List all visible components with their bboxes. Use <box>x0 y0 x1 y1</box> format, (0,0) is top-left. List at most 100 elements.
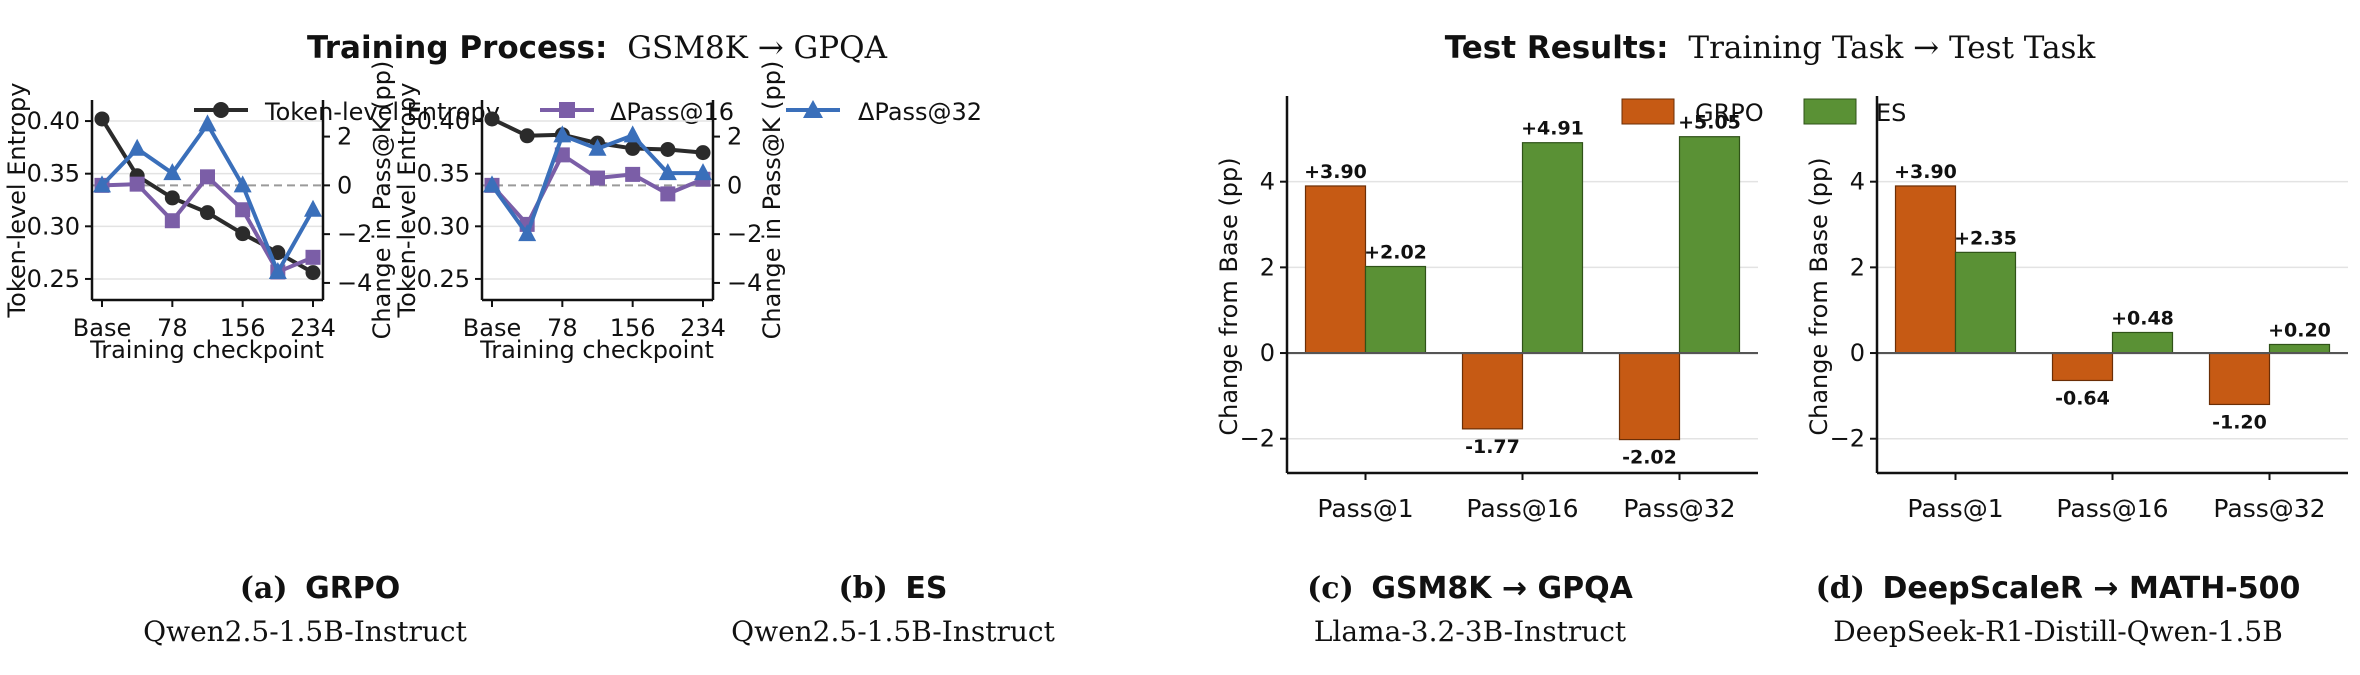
x-axis-label: Training checkpoint <box>89 336 324 364</box>
y-tick-label-right: −4 <box>337 269 372 297</box>
bar-grpo <box>1461 352 1524 430</box>
pass16-point <box>625 166 641 182</box>
panel-d-bar-chart: +3.90 -0.64 -1.20 +2.35 +0.48 +0.20 −2 0 2 4 Pass@… <box>1805 96 2348 523</box>
legend-label-pass32: ΔPass@32 <box>858 98 982 126</box>
pass32-point <box>518 224 537 242</box>
y-tick-label-left: 0.30 <box>27 212 80 240</box>
x-tick-label: 156 <box>610 314 656 342</box>
y-tick-label: 4 <box>1850 168 1865 196</box>
y-tick-label-left: 0.30 <box>417 212 470 240</box>
pass32-point <box>483 175 501 193</box>
entropy-point <box>164 190 180 206</box>
y-tick-label-left: 0.40 <box>417 107 470 135</box>
bar-value-label-grpo: +3.90 <box>1304 161 1367 183</box>
y-tick-label: 0 <box>1260 339 1275 367</box>
bar-es <box>1521 142 1584 354</box>
caption-d: (d) DeepScaleR → MATH-500 DeepSeek-R1-Di… <box>1816 571 2301 648</box>
y-tick-label-left: 0.35 <box>27 160 80 188</box>
legend-swatch-es <box>1803 98 1857 125</box>
bar-value-label-es: +5.05 <box>1678 112 1741 134</box>
x-tick-label: 234 <box>290 314 336 342</box>
x-tick-label: Base <box>463 314 521 342</box>
pass16-point <box>305 249 321 265</box>
legend-label-grpo: GRPO <box>1695 99 1764 127</box>
y-axis-label: Change from Base (pp) <box>1805 157 1833 435</box>
panel-c-bar-chart: +3.90 -1.77 -2.02 +2.02 +4.91 +5.05 −2 0 2 4 Pass@… <box>1215 96 1758 523</box>
right-legend: GRPO ES <box>1621 98 1906 127</box>
entropy-point <box>519 128 535 144</box>
entropy-point <box>305 265 321 281</box>
entropy-point <box>695 145 711 161</box>
bar-grpo <box>1618 352 1681 441</box>
x-tick-label: Pass@16 <box>2056 494 2168 523</box>
y-tick-label-right: 0 <box>727 171 742 199</box>
panel-b-es-line-chart: 0.25 0.30 0.35 0.40 −4 −2 0 2 Base 78 156 234Traini… <box>393 61 786 364</box>
bar-es <box>1954 251 2017 354</box>
caption-d-title: (d) DeepScaleR → MATH-500 <box>1816 571 2301 606</box>
pass32-point <box>198 114 217 132</box>
legend-swatch-grpo <box>1621 98 1675 125</box>
bar-value-label-es: +4.91 <box>1521 118 1584 140</box>
bar-value-label-grpo: -0.64 <box>2055 387 2110 409</box>
caption-d-model: DeepSeek-R1-Distill-Qwen-1.5B <box>1833 615 2283 648</box>
bar-es <box>1364 265 1427 354</box>
bar-value-label-es: +2.35 <box>1954 227 2017 249</box>
bar-es <box>2268 343 2331 354</box>
pass32-point <box>93 175 111 193</box>
pass16-point <box>164 213 180 229</box>
pass16-point <box>660 186 676 202</box>
pass16-point <box>129 176 145 192</box>
bar-value-label-es: +0.48 <box>2111 307 2174 329</box>
pass16-point <box>235 202 251 218</box>
x-tick-label: Pass@32 <box>1623 494 1735 523</box>
x-tick-label: 78 <box>157 314 188 342</box>
bar-grpo <box>1304 185 1367 354</box>
pass32-point <box>128 138 147 156</box>
x-tick-label: 156 <box>220 314 266 342</box>
y-axis-label: Change from Base (pp) <box>1215 157 1243 435</box>
y-tick-label-right: 0 <box>337 171 352 199</box>
y-tick-label-right: 2 <box>337 123 352 151</box>
y-tick-label-right: −4 <box>727 269 762 297</box>
bar-grpo <box>2208 352 2271 406</box>
x-tick-label: 234 <box>680 314 726 342</box>
y-tick-label-left: 0.35 <box>417 160 470 188</box>
entropy-point <box>625 140 641 156</box>
pass32-point <box>694 163 712 181</box>
pass32-point <box>553 125 572 143</box>
pass32-point <box>233 175 252 193</box>
bar-value-label-grpo: -1.77 <box>1465 436 1520 458</box>
bar-es <box>1678 136 1741 354</box>
y-axis-label-right: Change in Pass@K (pp) <box>758 61 786 340</box>
bar-value-label-grpo: -2.02 <box>1622 447 1677 469</box>
y-axis-label-left: Token-level Entropy <box>3 83 31 319</box>
pass32-point <box>588 138 607 156</box>
legend-label-es: ES <box>1876 99 1906 127</box>
y-tick-label-right: −2 <box>727 220 762 248</box>
y-tick-label: 2 <box>1850 253 1865 281</box>
bar-value-label-es: +0.20 <box>2268 319 2331 341</box>
bar-value-label-es: +2.02 <box>1364 242 1427 264</box>
caption-a-title: (a) GRPO <box>240 571 401 606</box>
pass32-point <box>623 125 642 143</box>
left-header: Training Process: GSM8K → GPQA <box>307 30 888 66</box>
pass32-point <box>304 199 322 217</box>
y-tick-label-left: 0.40 <box>27 107 80 135</box>
y-tick-label: −2 <box>1830 425 1865 453</box>
x-tick-label: 78 <box>547 314 578 342</box>
caption-a: (a) GRPO Qwen2.5-1.5B-Instruct <box>143 571 467 648</box>
pass32-point <box>163 163 182 181</box>
pass16-point <box>590 170 605 186</box>
bar-grpo <box>1894 185 1957 354</box>
y-tick-label-right: 2 <box>727 123 742 151</box>
y-tick-label: −2 <box>1240 425 1275 453</box>
y-tick-label-left: 0.25 <box>417 265 470 293</box>
legend-entry-pass32: ΔPass@32 <box>786 98 982 126</box>
bar-grpo <box>2051 352 2114 382</box>
y-axis-label-right: Change in Pass@K (pp) <box>368 61 396 340</box>
caption-a-model: Qwen2.5-1.5B-Instruct <box>143 615 467 648</box>
x-tick-label: Pass@1 <box>1317 494 1413 523</box>
pass32-point <box>268 261 287 279</box>
pass16-point <box>200 169 215 185</box>
